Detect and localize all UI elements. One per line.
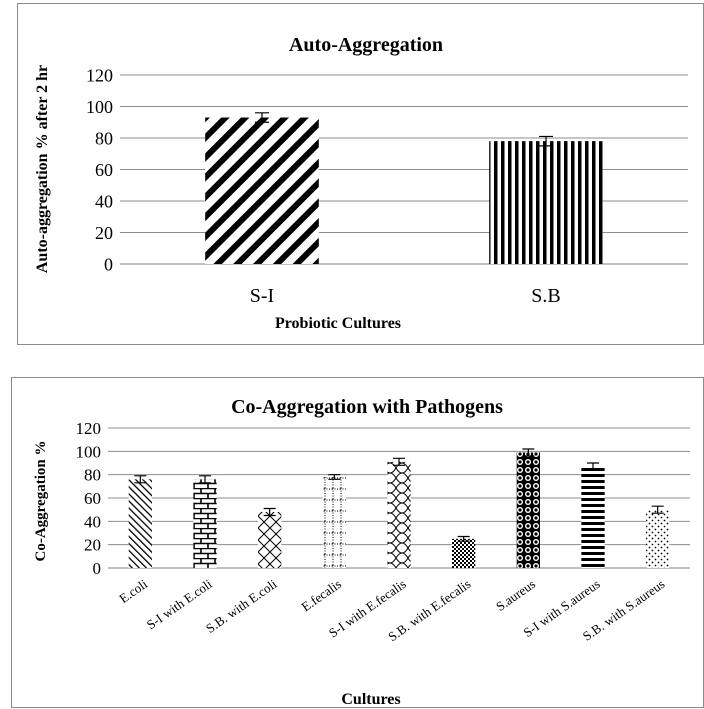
y-tick-label: 0 bbox=[104, 254, 113, 274]
error-bar bbox=[651, 505, 664, 514]
bars bbox=[128, 448, 670, 568]
error-bar bbox=[587, 462, 599, 471]
x-tick-label: S.B. with E.coli bbox=[203, 576, 280, 636]
auto-aggregation-chart-panel: Auto-Aggregation 0 20 40 60 80 100 120 S-I S.B … bbox=[17, 3, 704, 345]
error-bar bbox=[255, 112, 269, 123]
bar bbox=[128, 479, 152, 568]
x-tick-label: S-I bbox=[250, 285, 274, 307]
bar bbox=[516, 452, 540, 568]
y-axis-label: Co-Aggregation % bbox=[33, 441, 49, 562]
y-tick-label: 80 bbox=[84, 466, 101, 485]
error-bar bbox=[263, 507, 276, 517]
chart-title: Co-Aggregation with Pathogens bbox=[231, 396, 503, 418]
y-tick-label: 100 bbox=[86, 97, 113, 117]
y-tick-label: 40 bbox=[84, 512, 101, 531]
error-bar bbox=[328, 474, 341, 480]
y-tick-label: 60 bbox=[95, 160, 113, 180]
x-axis-label: Cultures bbox=[341, 691, 400, 708]
y-tick-label: 120 bbox=[76, 419, 102, 438]
error-bar bbox=[199, 475, 211, 484]
y-tick-label: 40 bbox=[95, 191, 113, 211]
y-tick-label: 20 bbox=[95, 223, 113, 243]
bar bbox=[258, 512, 282, 568]
error-bar bbox=[457, 535, 470, 542]
bar bbox=[193, 479, 217, 568]
error-bar bbox=[393, 457, 405, 466]
x-axis-label: Probiotic Cultures bbox=[275, 315, 401, 332]
y-tick-labels: 0 20 40 60 80 100 120 bbox=[76, 419, 102, 578]
co-aggregation-chart: Co-Aggregation with Pathogens 0 20 40 60 80 1… bbox=[33, 396, 690, 708]
y-tick-label: 120 bbox=[86, 65, 113, 85]
x-tick-labels: S-I S.B bbox=[250, 285, 561, 307]
bar bbox=[205, 117, 319, 265]
error-bar bbox=[539, 135, 553, 147]
error-bar bbox=[134, 475, 147, 484]
x-tick-label: S.B bbox=[531, 285, 560, 307]
bar bbox=[489, 141, 603, 264]
x-tick-label: E.fecalis bbox=[298, 576, 344, 614]
y-tick-label: 20 bbox=[84, 536, 101, 555]
y-tick-label: 0 bbox=[93, 559, 102, 578]
y-axis-label: Auto-aggregation % after 2 hr bbox=[34, 65, 51, 273]
error-bar bbox=[522, 448, 535, 457]
bar bbox=[646, 509, 670, 568]
x-tick-label: E.coli bbox=[116, 576, 150, 606]
bars bbox=[205, 112, 603, 265]
y-tick-labels: 0 20 40 60 80 100 120 bbox=[86, 65, 113, 274]
chart-title: Auto-Aggregation bbox=[289, 34, 443, 56]
y-tick-label: 60 bbox=[84, 489, 101, 508]
x-tick-label: S.aureus bbox=[493, 576, 538, 614]
y-tick-label: 100 bbox=[76, 442, 102, 461]
bar bbox=[322, 477, 346, 568]
y-tick-label: 80 bbox=[95, 128, 113, 148]
bar bbox=[581, 466, 605, 568]
bar bbox=[387, 461, 411, 568]
bar bbox=[452, 538, 476, 568]
co-aggregation-chart-panel: Co-Aggregation with Pathogens 0 20 40 60 80 1… bbox=[11, 377, 704, 708]
